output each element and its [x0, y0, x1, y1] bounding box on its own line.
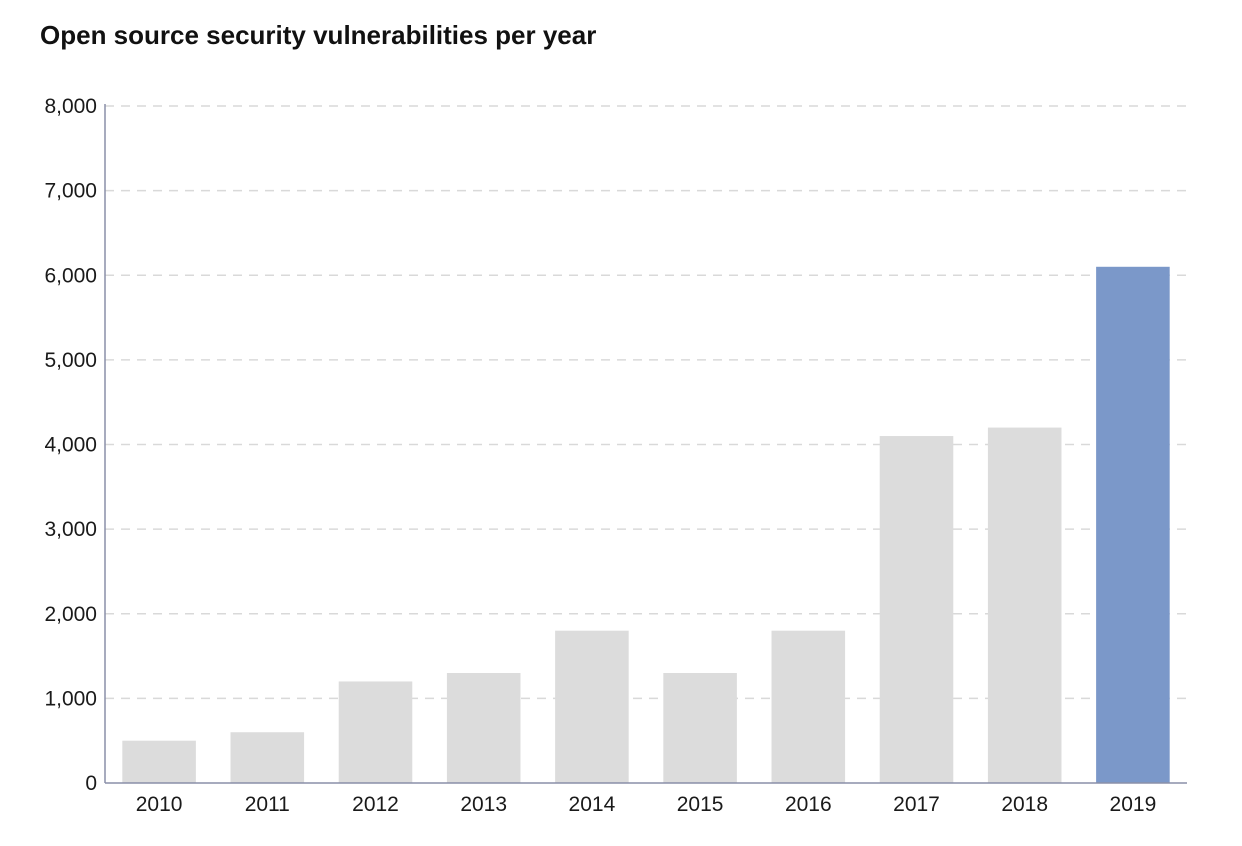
x-tick-label: 2018	[1001, 793, 1048, 816]
bar	[446, 672, 521, 783]
chart-title: Open source security vulnerabilities per…	[40, 20, 597, 50]
x-tick-label: 2012	[352, 793, 399, 816]
x-axis-tick-labels: 2010 2011 2012 2013 2014 2015 2016 2017 2018 2019	[136, 793, 1157, 816]
y-tick-label: 1,000	[44, 687, 97, 710]
y-tick-label: 7,000	[44, 180, 97, 203]
y-tick-label: 8,000	[44, 95, 97, 118]
bar	[771, 630, 846, 783]
x-tick-label: 2011	[245, 793, 290, 816]
x-tick-label: 2017	[893, 793, 940, 816]
y-tick-label: 2,000	[44, 603, 97, 626]
x-tick-label: 2016	[785, 793, 832, 816]
y-tick-label: 3,000	[44, 518, 97, 541]
bar	[338, 681, 413, 783]
x-tick-label: 2013	[460, 793, 507, 816]
bar	[555, 630, 629, 783]
x-tick-label: 2019	[1110, 793, 1157, 816]
y-tick-label: 0	[85, 772, 97, 795]
bar	[122, 740, 196, 783]
x-tick-label: 2014	[569, 793, 616, 816]
bar	[879, 436, 954, 783]
axes	[104, 104, 1187, 784]
bar	[1096, 266, 1170, 784]
bar	[230, 732, 305, 783]
y-tick-label: 5,000	[44, 349, 97, 372]
bars	[122, 266, 1170, 784]
y-tick-label: 6,000	[44, 264, 97, 287]
bar	[987, 427, 1062, 783]
y-tick-label: 4,000	[44, 434, 97, 457]
x-tick-label: 2010	[136, 793, 183, 816]
bar	[663, 672, 737, 783]
y-axis-tick-labels: 0 1,000 2,000 3,000 4,000 5,000 6,000 7,000 8,00…	[44, 95, 97, 795]
x-tick-label: 2015	[677, 793, 724, 816]
